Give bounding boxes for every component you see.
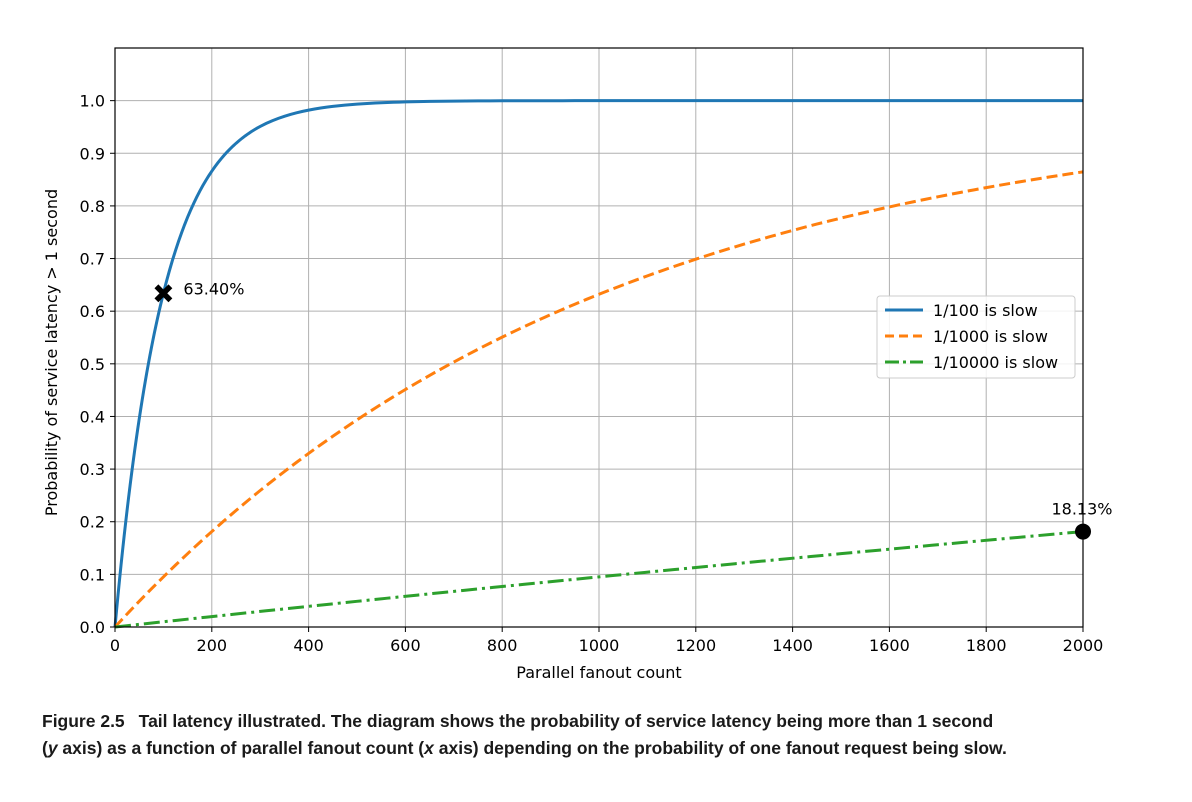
series-line-1 <box>113 99 1083 628</box>
caption-line-1: Tail latency illustrated. The diagram sh… <box>138 711 994 731</box>
series-line-3 <box>114 530 1084 629</box>
x-axis-label: Parallel fanout count <box>516 663 681 682</box>
x-tick-label: 400 <box>293 636 324 655</box>
x-tick-label: 1800 <box>966 636 1007 655</box>
y-tick-label: 0.4 <box>80 407 105 426</box>
y-tick-label: 0.8 <box>80 197 105 216</box>
y-tick-label: 0.7 <box>80 250 105 269</box>
x-tick-label: 1600 <box>869 636 910 655</box>
figure-caption: Figure 2.5 Tail latency illustrated. The … <box>42 708 1162 762</box>
annotation-marker-dot <box>1075 523 1091 540</box>
x-tick-label: 0 <box>110 636 120 655</box>
axis-ticks: 0 200 400 600 800 1000 1200 1400 1600 1800 2000 0.0… <box>80 92 1104 655</box>
annotation-marker-x <box>154 284 173 303</box>
series-lines <box>113 99 1084 629</box>
legend-entry: 1/100 is slow <box>933 301 1038 320</box>
x-tick-label: 600 <box>390 636 421 655</box>
x-tick-label: 200 <box>197 636 228 655</box>
caption-text: axis) depending on the probability of on… <box>433 738 1007 758</box>
caption-text: axis) as a function of parallel fanout c… <box>57 738 425 758</box>
y-tick-label: 0.6 <box>80 302 105 321</box>
legend: 1/100 is slow 1/1000 is slow 1/10000 is sl… <box>876 295 1076 379</box>
figure-label: Figure 2.5 <box>42 711 125 731</box>
caption-y-italic: y <box>47 738 58 758</box>
series-line-2 <box>113 170 1084 629</box>
tail-latency-chart: 0 200 400 600 800 1000 1200 1400 1600 1800 2000 0.0… <box>42 47 1113 682</box>
caption-x-italic: x <box>424 738 434 758</box>
y-axis-label: Probability of service latency > 1 secon… <box>42 189 61 516</box>
x-tick-label: 1200 <box>675 636 716 655</box>
caption-text: ( <box>42 738 48 758</box>
y-tick-label: 0.5 <box>80 355 105 374</box>
y-tick-label: 0.3 <box>80 460 105 479</box>
x-tick-label: 1000 <box>579 636 620 655</box>
y-tick-label: 0.0 <box>80 618 105 637</box>
y-tick-label: 0.9 <box>80 144 105 163</box>
annotations: 63.40% 18.13% <box>154 279 1113 540</box>
x-tick-label: 1400 <box>772 636 813 655</box>
y-tick-label: 1.0 <box>80 92 105 111</box>
annotation-label: 18.13% <box>1051 500 1112 519</box>
y-tick-label: 0.1 <box>80 565 105 584</box>
x-tick-label: 800 <box>487 636 518 655</box>
x-tick-label: 2000 <box>1063 636 1104 655</box>
legend-entry: 1/1000 is slow <box>933 327 1048 346</box>
legend-box <box>876 295 1076 379</box>
legend-entry: 1/10000 is slow <box>933 353 1058 372</box>
y-tick-label: 0.2 <box>80 513 105 532</box>
annotation-label: 63.40% <box>183 279 244 298</box>
